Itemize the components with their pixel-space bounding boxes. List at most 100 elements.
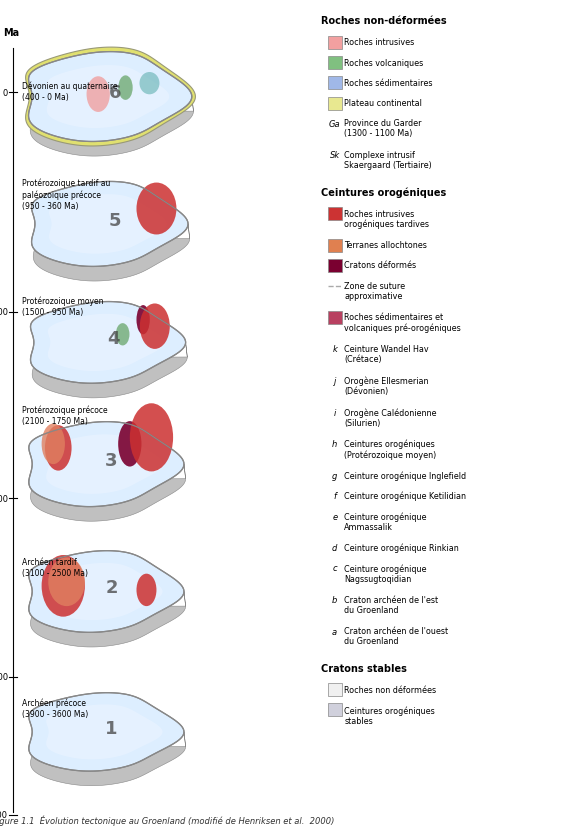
Ellipse shape (41, 424, 65, 465)
Text: Roches volcaniques: Roches volcaniques (345, 59, 423, 68)
Text: k: k (332, 345, 337, 354)
Text: g: g (332, 471, 338, 480)
Text: Protérozoique précoce
(2100 - 1750 Ma): Protérozoique précoce (2100 - 1750 Ma) (22, 405, 107, 426)
Text: 1: 1 (333, 41, 336, 45)
Ellipse shape (116, 323, 130, 346)
Text: j: j (333, 376, 336, 385)
Ellipse shape (45, 426, 72, 471)
FancyBboxPatch shape (328, 704, 342, 717)
FancyBboxPatch shape (328, 57, 342, 69)
Ellipse shape (86, 77, 110, 112)
Polygon shape (32, 225, 190, 282)
Text: Ma: Ma (3, 27, 19, 37)
FancyBboxPatch shape (328, 312, 342, 324)
Text: Ceinture orogénique Rinkian: Ceinture orogénique Rinkian (345, 543, 459, 552)
Polygon shape (32, 182, 188, 267)
Polygon shape (29, 422, 184, 507)
Text: Ceinture orogénique
Ammassalik: Ceinture orogénique Ammassalik (345, 512, 427, 531)
Polygon shape (30, 343, 187, 399)
Text: Archéen précoce
(3900 - 3600 Ma): Archéen précoce (3900 - 3600 Ma) (22, 697, 88, 718)
Text: Protérozoique tardif au
paléozoique précoce
(950 - 360 Ma): Protérozoique tardif au paléozoique préc… (22, 179, 110, 211)
FancyBboxPatch shape (328, 260, 342, 272)
Ellipse shape (48, 557, 85, 606)
Text: Ceinture Wandel Hav
(Crétace): Ceinture Wandel Hav (Crétace) (345, 345, 429, 364)
Polygon shape (29, 732, 186, 786)
Ellipse shape (137, 306, 150, 335)
Text: 0: 0 (3, 88, 8, 98)
Ellipse shape (140, 304, 170, 350)
Text: 3000: 3000 (0, 672, 8, 681)
Text: Orogène Calédonienne
(Silurien): Orogène Calédonienne (Silurien) (345, 408, 437, 428)
Polygon shape (46, 705, 162, 759)
Text: Archéen tardif
(3100 - 2500 Ma): Archéen tardif (3100 - 2500 Ma) (22, 557, 88, 577)
Text: Ceintures orogéniques
stables: Ceintures orogéniques stables (345, 705, 435, 724)
Text: Cratons stables: Cratons stables (321, 663, 407, 673)
Text: 10: 10 (331, 708, 339, 713)
Polygon shape (47, 66, 169, 129)
FancyBboxPatch shape (328, 208, 342, 221)
Polygon shape (30, 302, 186, 384)
Text: Orogène Ellesmerian
(Dévonien): Orogène Ellesmerian (Dévonien) (345, 376, 429, 396)
Ellipse shape (140, 73, 159, 95)
Polygon shape (29, 693, 184, 772)
Text: Ceintures orogéniques: Ceintures orogéniques (321, 188, 446, 198)
Text: 1: 1 (105, 719, 118, 737)
Text: Craton archéen de l'est
du Groenland: Craton archéen de l'est du Groenland (345, 595, 439, 614)
Polygon shape (48, 314, 164, 371)
Text: Dévonien au quaternaire
(400 - 0 Ma): Dévonien au quaternaire (400 - 0 Ma) (22, 81, 117, 102)
Polygon shape (29, 98, 193, 157)
Polygon shape (29, 592, 186, 648)
Text: Craton archéen de l'ouest
du Groenland: Craton archéen de l'ouest du Groenland (345, 627, 449, 646)
Ellipse shape (41, 556, 85, 617)
Text: 6: 6 (109, 84, 121, 103)
Polygon shape (29, 53, 192, 142)
Text: Plateau continental: Plateau continental (345, 99, 422, 108)
Text: Ceinture orogénique Ketilidian: Ceinture orogénique Ketilidian (345, 491, 467, 501)
Text: Roches sédimentaires: Roches sédimentaires (345, 79, 433, 88)
Polygon shape (46, 563, 162, 620)
Text: 5: 5 (109, 212, 121, 230)
Text: i: i (333, 409, 336, 417)
Polygon shape (46, 435, 162, 495)
Text: Roches non-déformées: Roches non-déformées (321, 17, 447, 26)
Text: Ceinture orogénique
Nagssugtoqidian: Ceinture orogénique Nagssugtoqidian (345, 563, 427, 583)
Ellipse shape (137, 574, 157, 606)
Text: Figure 1.1  Évolution tectonique au Groenland (modifié de Henriksen et al.  2000: Figure 1.1 Évolution tectonique au Groen… (0, 815, 335, 825)
Text: 3: 3 (105, 452, 118, 470)
Text: a: a (332, 627, 337, 636)
Text: Terranes allochtones: Terranes allochtones (345, 241, 427, 250)
Ellipse shape (119, 76, 133, 101)
Text: 1000: 1000 (0, 308, 8, 317)
Ellipse shape (118, 422, 141, 467)
Text: Roches intrusives: Roches intrusives (345, 38, 415, 47)
Text: 9: 9 (333, 687, 337, 692)
Ellipse shape (130, 404, 173, 472)
Text: 4000: 4000 (0, 810, 8, 820)
Text: 3: 3 (333, 81, 337, 86)
Text: Cratons déformés: Cratons déformés (345, 261, 416, 270)
Text: Roches intrusives
orogéniques tardives: Roches intrusives orogéniques tardives (345, 209, 429, 229)
Polygon shape (29, 551, 184, 633)
Text: c: c (332, 564, 337, 573)
Ellipse shape (137, 184, 176, 235)
Text: 2: 2 (105, 579, 118, 597)
FancyBboxPatch shape (328, 77, 342, 90)
Text: Province du Garder
(1300 - 1100 Ma): Province du Garder (1300 - 1100 Ma) (345, 119, 422, 138)
FancyBboxPatch shape (328, 683, 342, 696)
Text: e: e (332, 512, 337, 521)
FancyBboxPatch shape (328, 98, 342, 110)
FancyBboxPatch shape (328, 239, 342, 252)
Text: Roches sédimentaires et
volcaniques pré-orogéniques: Roches sédimentaires et volcaniques pré-… (345, 313, 461, 332)
Text: Sk: Sk (329, 151, 340, 160)
Text: Protérozoique moyen
(1500 - 950 Ma): Protérozoique moyen (1500 - 950 Ma) (22, 296, 103, 317)
FancyBboxPatch shape (328, 36, 342, 50)
Text: Zone de suture
approximative: Zone de suture approximative (345, 281, 405, 300)
Polygon shape (49, 195, 166, 255)
Text: 2: 2 (333, 61, 337, 66)
Text: Ceinture orogénique Inglefield: Ceinture orogénique Inglefield (345, 471, 467, 480)
Text: 2000: 2000 (0, 494, 8, 503)
Text: Roches non déformées: Roches non déformées (345, 685, 436, 694)
Text: Ga: Ga (329, 120, 340, 129)
Text: d: d (332, 543, 338, 552)
Text: b: b (332, 595, 338, 605)
